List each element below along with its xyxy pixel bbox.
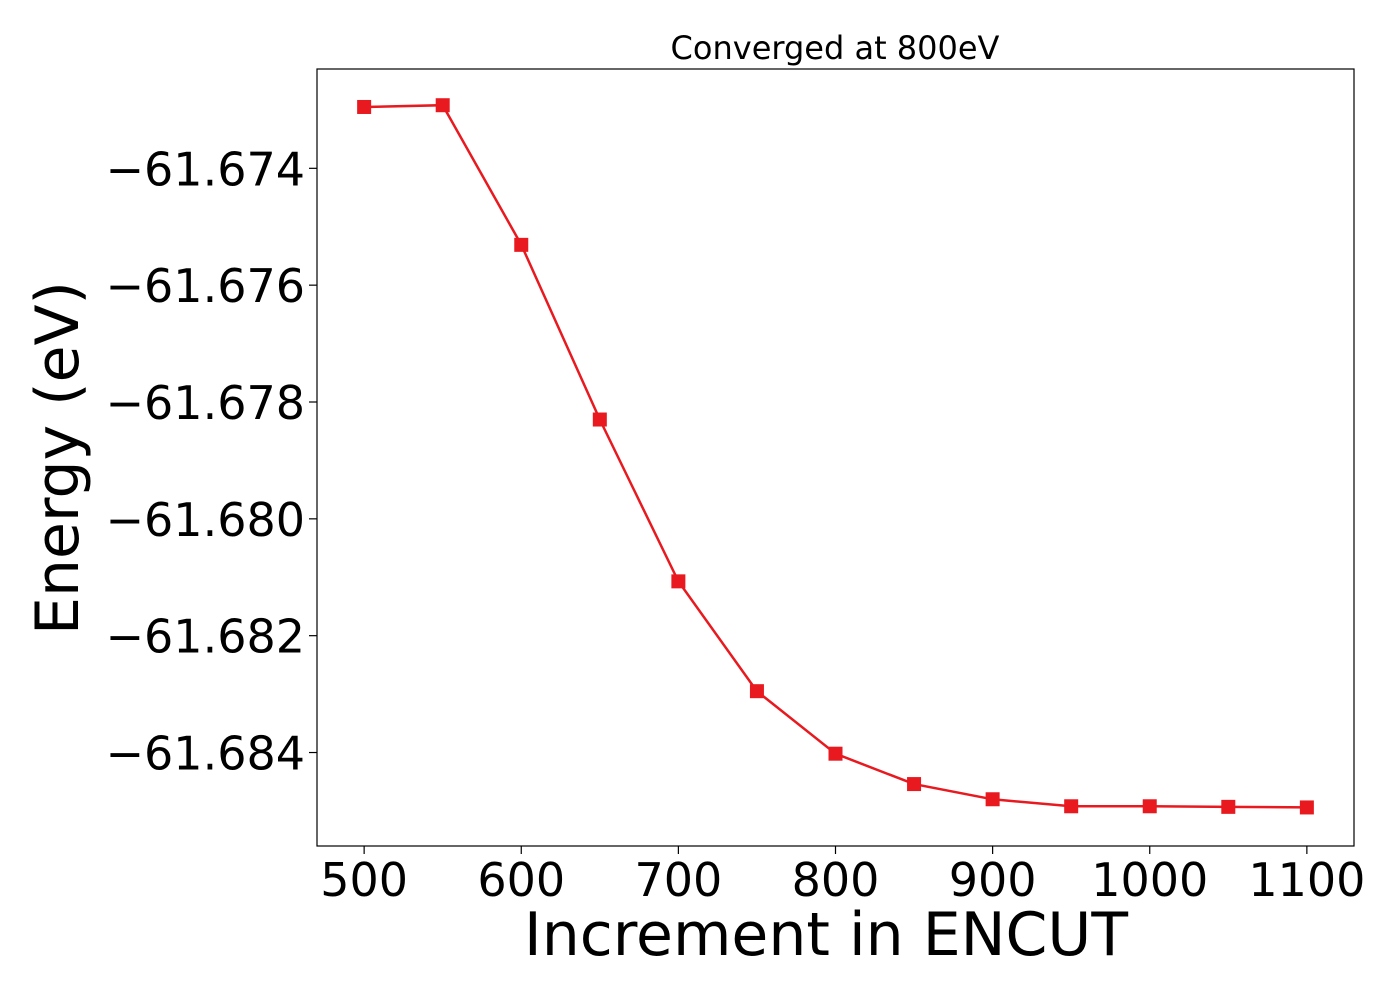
x-tick-label: 1100	[1248, 853, 1365, 907]
data-point	[514, 237, 529, 252]
y-tick-label: −61.678	[106, 376, 306, 430]
x-tick-label: 900	[949, 853, 1037, 907]
y-tick-label: −61.674	[106, 142, 306, 196]
x-tick-label: 600	[477, 853, 565, 907]
data-point	[749, 684, 764, 699]
data-point	[828, 746, 843, 761]
data-point	[671, 574, 686, 589]
x-axis: 500 600 700 800 900 1000 1100	[320, 846, 1365, 907]
data-point	[357, 99, 372, 114]
data-point	[435, 98, 450, 113]
x-axis-label: Increment in ENCUT	[524, 900, 1128, 970]
chart-title: Converged at 800eV	[671, 29, 1000, 67]
y-axis: −61.674 −61.676 −61.678 −61.680 −61.682 −61.6…	[106, 142, 317, 781]
plot-frame	[316, 68, 1355, 847]
data-point	[907, 777, 922, 792]
data-point	[1064, 799, 1079, 814]
data-points	[357, 98, 1314, 815]
data-point	[592, 412, 607, 427]
data-point	[985, 792, 1000, 807]
x-tick-label: 500	[320, 853, 408, 907]
y-tick-label: −61.680	[106, 493, 306, 547]
y-tick-label: −61.684	[106, 727, 306, 781]
series-line	[364, 103, 1307, 809]
x-tick-label: 1000	[1091, 853, 1208, 907]
data-point	[1299, 800, 1314, 815]
data-point	[1221, 799, 1236, 814]
data-point	[1142, 799, 1157, 814]
y-tick-label: −61.682	[106, 610, 306, 664]
y-tick-label: −61.676	[106, 259, 306, 313]
x-tick-label: 700	[634, 853, 722, 907]
x-tick-label: 800	[792, 853, 880, 907]
y-axis-label: Energy (eV)	[23, 281, 93, 635]
